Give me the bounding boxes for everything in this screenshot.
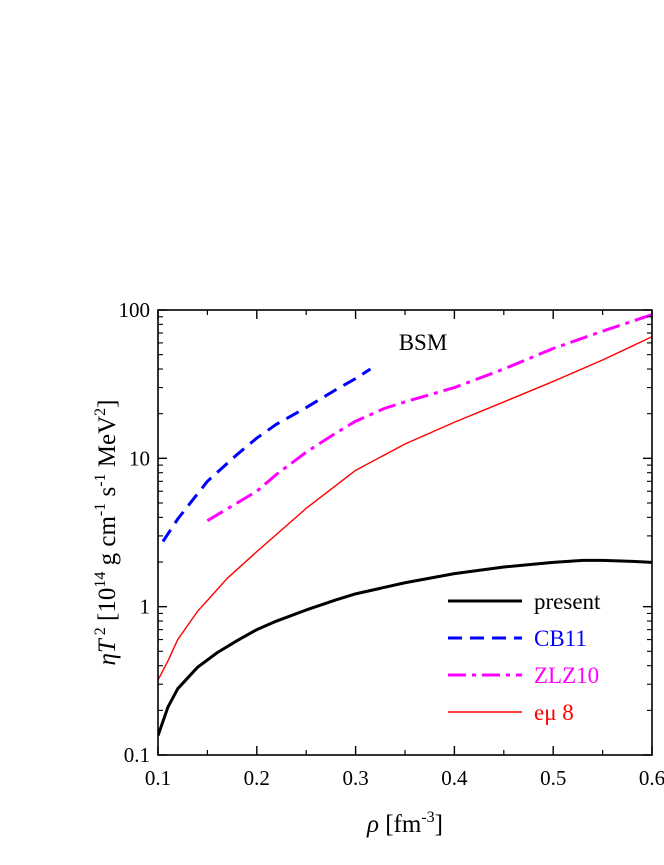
chart-marks [158,313,652,737]
y-tick-label: 1 [140,595,151,619]
y-axis-label: ηT 2 [1014 g cm-1 s-1 MeV2] [92,399,121,665]
x-tick-label: 0.1 [145,766,171,790]
x-tick-label: 0.4 [441,766,468,790]
series-line-present [158,558,652,737]
legend-label-cb11: CB11 [534,626,587,651]
x-tick-label: 0.6 [639,766,664,790]
y-tick-label: 0.1 [124,743,150,767]
annotation-label: BSM [399,330,448,355]
x-tick-label: 0.5 [540,766,566,790]
chart-axes [157,309,653,756]
chart-labels: 0.1 0.2 0.3 0.4 0.5 0.6 0.1 1 10 100 ρ [fm-3] ηT 2 … [92,298,664,838]
series-line-cb11 [161,367,372,543]
series-line-e-8 [158,336,652,681]
legend-label-present: present [534,589,601,614]
chart-legend: present CB11 ZLZ10 eμ 8 [448,589,601,725]
y-tick-label: 100 [119,298,151,322]
x-tick-label: 0.2 [244,766,270,790]
x-axis-label: ρ [fm-3] [366,809,443,838]
y-tick-label: 10 [129,446,150,470]
x-tick-label: 0.3 [342,766,368,790]
plot-frame [157,309,653,756]
legend-label-e-8: eμ 8 [534,700,574,725]
series-line-zlz10 [206,313,652,522]
legend-label-zlz10: ZLZ10 [534,663,599,688]
